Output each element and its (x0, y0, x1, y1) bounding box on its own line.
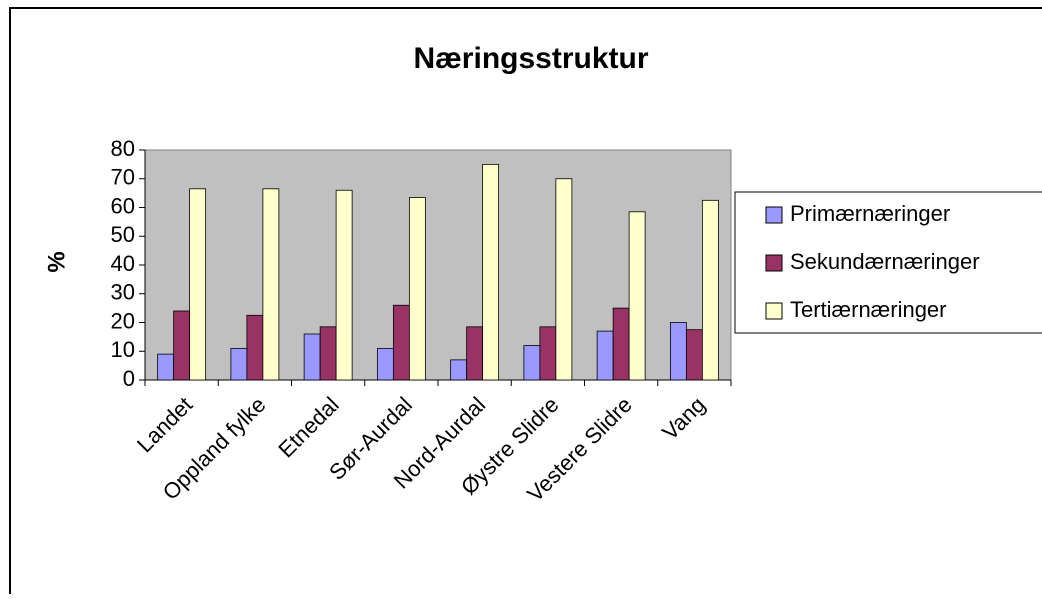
bar (685, 329, 703, 381)
y-axis-label: % (43, 251, 70, 272)
bar (523, 345, 541, 381)
bar (669, 322, 687, 381)
y-tick-label: 40 (111, 251, 135, 276)
legend-swatch (765, 302, 783, 320)
bar (262, 188, 280, 381)
bar (189, 188, 207, 381)
legend-label: Primærnæringer (790, 201, 950, 226)
bar (157, 353, 175, 381)
bar (701, 199, 719, 381)
bar (319, 326, 337, 381)
y-tick-label: 10 (111, 337, 135, 362)
bar (596, 330, 614, 381)
bar (628, 211, 646, 381)
legend-swatch (765, 206, 783, 224)
bar (482, 163, 500, 381)
bar (450, 359, 468, 381)
bar (173, 310, 191, 381)
y-tick-label: 30 (111, 280, 135, 305)
bar (408, 197, 426, 381)
legend-box (734, 191, 1042, 334)
legend-label: Tertiærnæringer (790, 297, 947, 322)
y-tick-label: 80 (111, 136, 135, 161)
bar (539, 326, 557, 381)
bar (376, 347, 394, 381)
y-tick-label: 20 (111, 308, 135, 333)
bar (335, 189, 353, 381)
bar (392, 304, 410, 381)
bar (246, 314, 264, 381)
bar (466, 326, 484, 381)
bar (230, 347, 248, 381)
legend-swatch (765, 254, 783, 272)
bar (555, 178, 573, 381)
y-tick-label: 0 (123, 366, 135, 391)
y-tick-label: 50 (111, 222, 135, 247)
chart-title: Næringsstruktur (413, 42, 648, 75)
bar (612, 307, 630, 381)
legend-label: Sekundærnæringer (790, 249, 980, 274)
bar (303, 333, 321, 381)
y-tick-label: 60 (111, 193, 135, 218)
y-tick-label: 70 (111, 165, 135, 190)
